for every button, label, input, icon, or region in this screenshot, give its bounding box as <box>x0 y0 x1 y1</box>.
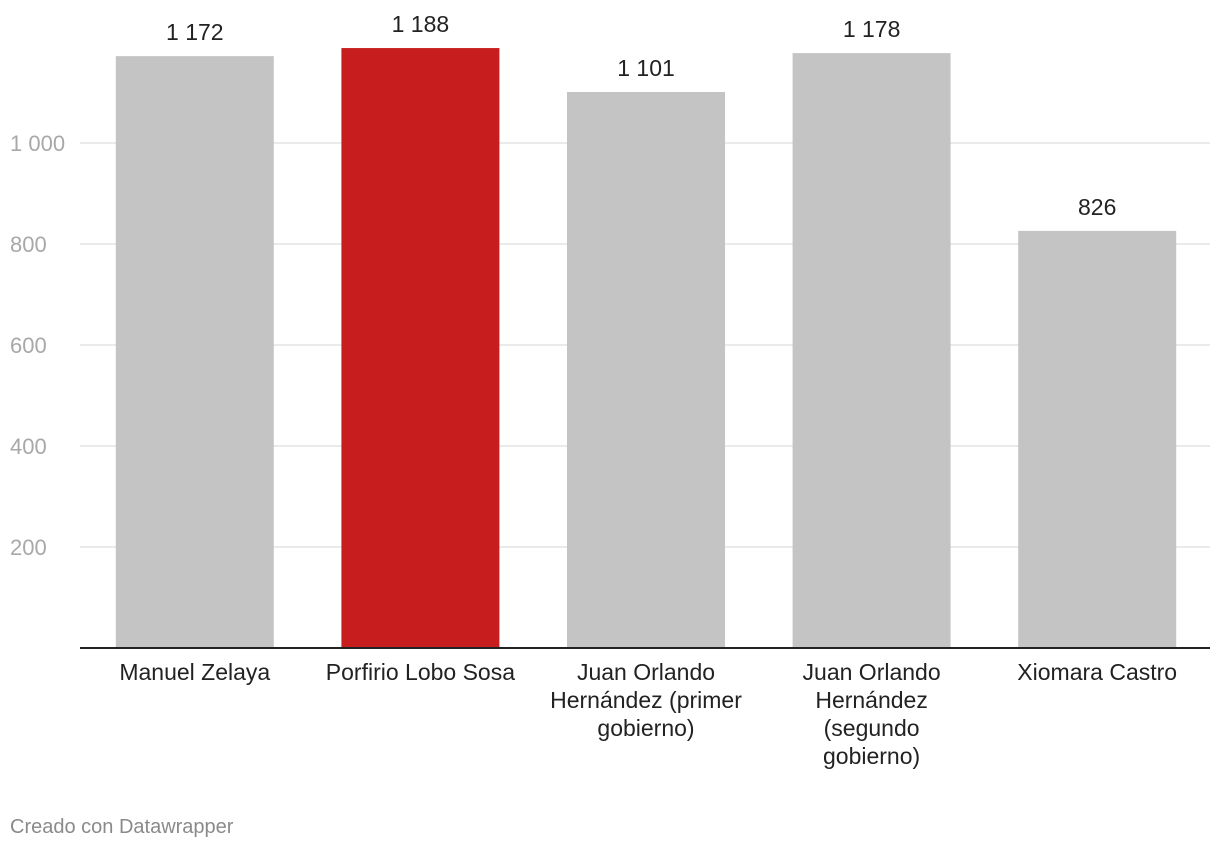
x-tick-label: Juan Orlando Hernández (primer gobierno) <box>550 659 742 741</box>
data-label: 1 101 <box>617 55 675 81</box>
x-tick-label: Manuel Zelaya <box>119 659 270 685</box>
bar-chart: 200 400 600 800 1 000 1 172 Manuel Zelaya 1 18… <box>10 11 1210 769</box>
x-tick-label: Xiomara Castro <box>1017 659 1177 685</box>
bars-layer <box>80 48 1210 649</box>
x-tick-label-line: (segundo <box>824 715 920 741</box>
y-tick-label: 400 <box>10 434 47 459</box>
x-tick-label: Juan Orlando Hernández (segundo gobierno) <box>803 659 941 769</box>
x-tick-label-line: Xiomara Castro <box>1017 659 1177 685</box>
x-tick-label-line: Juan Orlando <box>803 659 941 685</box>
bar <box>792 53 951 649</box>
data-label: 1 178 <box>843 16 901 42</box>
bar <box>1018 230 1177 648</box>
labels-layer: 1 172 Manuel Zelaya 1 188 Porfirio Lobo Sos… <box>119 11 1177 769</box>
y-tick-label: 1 000 <box>10 131 65 156</box>
bar <box>341 48 500 649</box>
x-tick-label-line: Manuel Zelaya <box>119 659 270 685</box>
x-tick-label-line: gobierno) <box>597 715 694 741</box>
x-tick-label-line: Porfirio Lobo Sosa <box>326 659 515 685</box>
x-tick-label-line: gobierno) <box>823 743 920 769</box>
y-tick-label: 200 <box>10 535 47 560</box>
data-label: 826 <box>1078 194 1116 220</box>
footer-credit: Creado con Datawrapper <box>10 816 234 838</box>
x-tick-label-line: Hernández <box>815 687 928 713</box>
bar <box>115 56 274 648</box>
x-tick-label-line: Hernández (primer <box>550 687 742 713</box>
data-label: 1 172 <box>166 19 224 45</box>
y-tick-label: 600 <box>10 333 47 358</box>
bar <box>567 91 725 649</box>
y-tick-label: 800 <box>10 232 47 257</box>
x-tick-label-line: Juan Orlando <box>577 659 715 685</box>
data-label: 1 188 <box>392 11 450 37</box>
x-tick-label: Porfirio Lobo Sosa <box>326 659 515 685</box>
